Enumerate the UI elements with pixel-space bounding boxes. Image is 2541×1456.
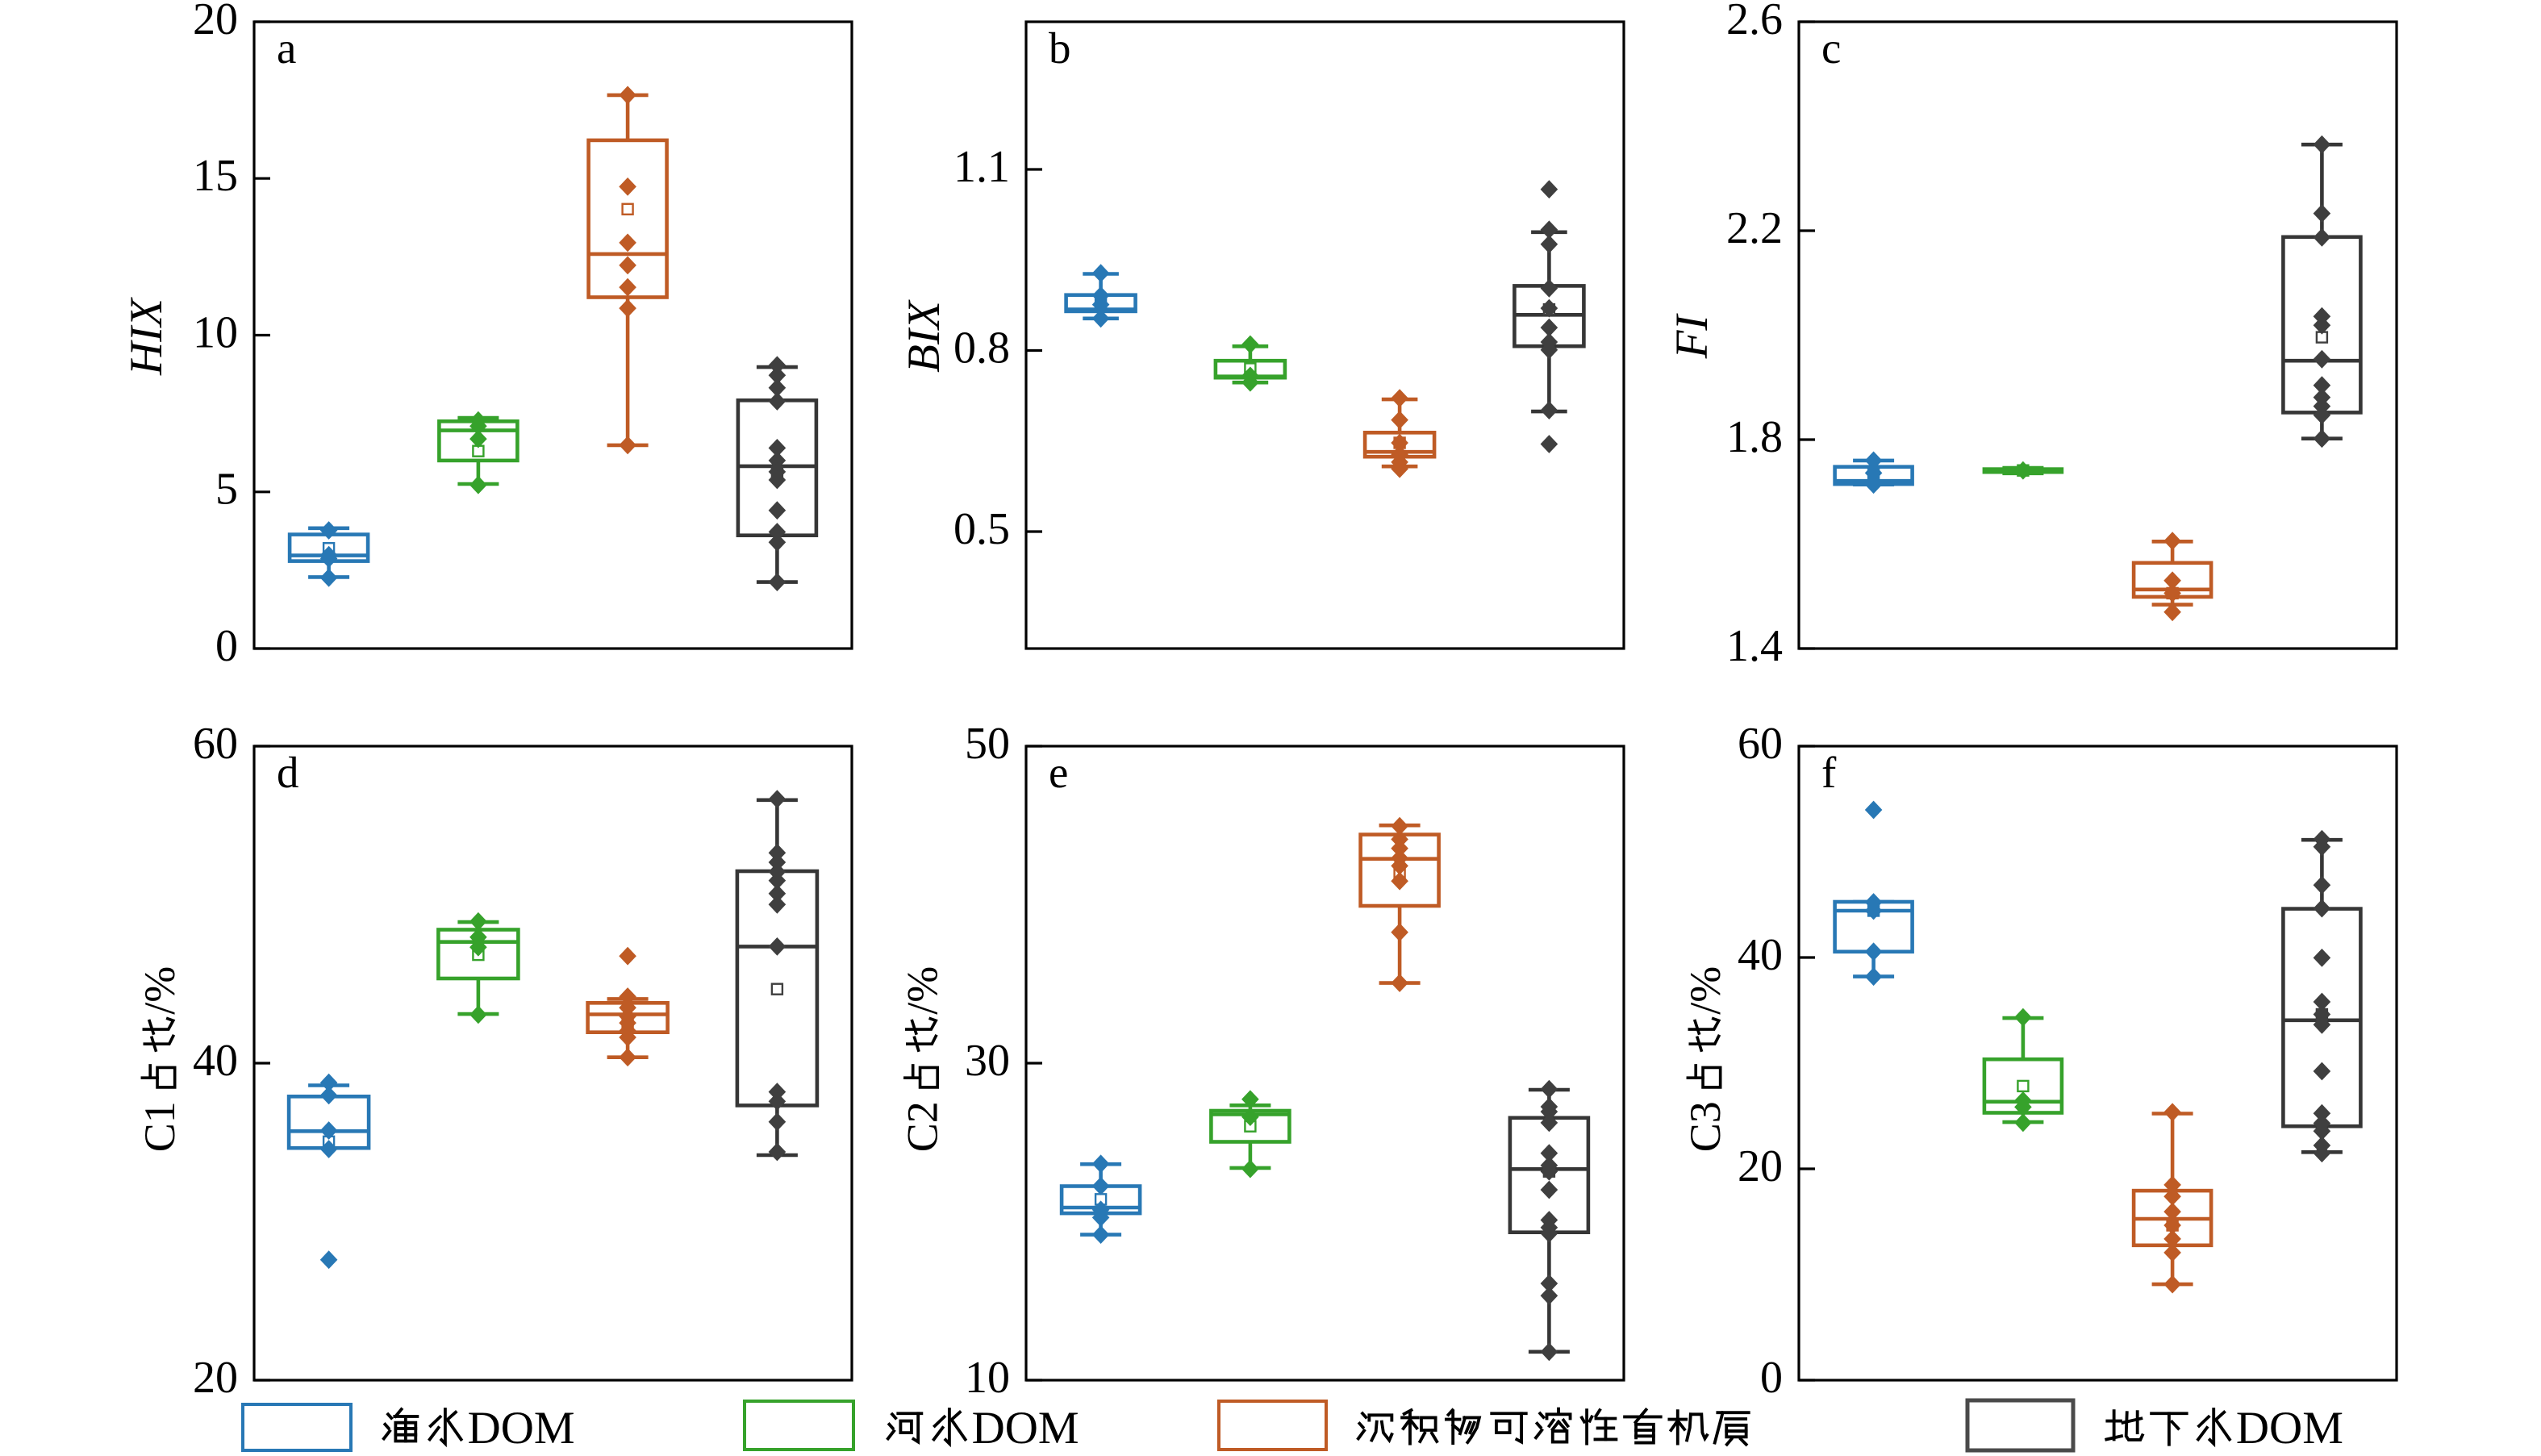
svg-text:1.1: 1.1: [953, 142, 1010, 192]
svg-text:C2: C2: [899, 1101, 947, 1152]
svg-text:50: 50: [965, 719, 1010, 769]
svg-text:FI: FI: [1667, 313, 1717, 360]
svg-text:DOM: DOM: [468, 1403, 575, 1454]
svg-text:20: 20: [193, 1353, 238, 1403]
svg-text:DOM: DOM: [2236, 1403, 2343, 1454]
svg-text:b: b: [1049, 23, 1071, 73]
svg-text:20: 20: [1738, 1141, 1783, 1191]
svg-text:/%: /%: [899, 966, 947, 1015]
svg-text:a: a: [277, 23, 296, 73]
svg-text:d: d: [277, 748, 299, 797]
svg-text:2.6: 2.6: [1726, 0, 1783, 44]
svg-text:BIX: BIX: [899, 299, 949, 373]
svg-text:HIX: HIX: [121, 297, 172, 376]
svg-text:40: 40: [1738, 930, 1783, 980]
svg-text:0: 0: [1760, 1353, 1783, 1403]
svg-text:c: c: [1821, 23, 1841, 73]
svg-text:10: 10: [965, 1353, 1010, 1403]
svg-text:30: 30: [965, 1036, 1010, 1086]
svg-text:0.5: 0.5: [953, 504, 1010, 554]
svg-text:15: 15: [193, 151, 238, 201]
svg-text:20: 20: [193, 0, 238, 44]
svg-text:40: 40: [193, 1036, 238, 1086]
svg-text:1.8: 1.8: [1726, 412, 1783, 462]
svg-text:C1: C1: [136, 1101, 184, 1152]
svg-text:0.8: 0.8: [953, 323, 1010, 373]
svg-text:1.4: 1.4: [1726, 621, 1783, 671]
svg-text:5: 5: [215, 465, 238, 515]
svg-text:C3: C3: [1681, 1101, 1729, 1152]
svg-text:2.2: 2.2: [1726, 203, 1783, 253]
svg-text:0: 0: [215, 621, 238, 671]
svg-text:60: 60: [193, 719, 238, 769]
svg-text:DOM: DOM: [972, 1403, 1079, 1454]
svg-text:10: 10: [193, 307, 238, 357]
svg-text:/%: /%: [136, 966, 184, 1015]
svg-text:/%: /%: [1681, 966, 1729, 1015]
svg-text:f: f: [1821, 748, 1837, 797]
svg-text:60: 60: [1738, 719, 1783, 769]
svg-text:e: e: [1049, 748, 1068, 797]
